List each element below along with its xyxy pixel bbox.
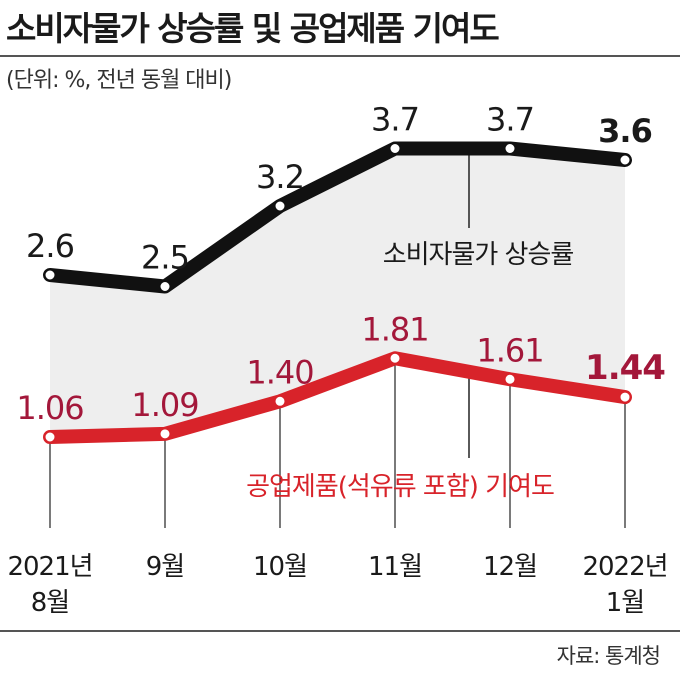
- industrial-series-name: 공업제품(석유류 포함) 기여도: [246, 472, 554, 502]
- cpi-data-label: 3.2: [256, 158, 304, 196]
- cpi-series-name: 소비자물가 상승률: [383, 240, 574, 270]
- bottom-divider: [0, 630, 680, 632]
- cpi-data-point: [504, 143, 516, 154]
- x-axis-label: 2022년 1월: [582, 552, 667, 618]
- industrial-data-label: 1.81: [361, 310, 428, 348]
- x-axis-label: 2021년 8월: [7, 552, 92, 618]
- industrial-data-point: [159, 428, 171, 440]
- chart-subtitle: (단위: %, 전년 동월 대비): [6, 68, 232, 93]
- industrial-data-point: [619, 391, 631, 403]
- industrial-data-point: [504, 373, 516, 385]
- industrial-data-label: 1.40: [246, 353, 313, 391]
- industrial-data-label: 1.06: [16, 389, 83, 427]
- cpi-data-label: 2.6: [26, 227, 74, 265]
- top-divider: [0, 55, 680, 57]
- cpi-series-line: [43, 141, 632, 294]
- cpi-data-point: [274, 200, 286, 212]
- industrial-data-label: 1.09: [131, 386, 198, 424]
- industrial-data-point: [274, 395, 286, 407]
- cpi-data-point: [389, 143, 401, 154]
- industrial-data-label: 1.44: [585, 348, 665, 388]
- x-axis-label: 12월: [483, 552, 537, 582]
- cpi-data-point: [619, 154, 631, 166]
- industrial-series-line: [43, 351, 632, 444]
- cpi-data-label: 2.5: [141, 239, 189, 277]
- x-axis-label: 10월: [253, 552, 307, 582]
- industrial-data-point: [389, 352, 401, 364]
- cpi-data-label: 3.6: [598, 112, 652, 150]
- cpi-data-label: 3.7: [486, 101, 534, 139]
- x-axis-label: 11월: [368, 552, 422, 582]
- cpi-data-label: 3.7: [371, 101, 419, 139]
- cpi-data-point: [159, 281, 171, 292]
- shaded-band: [50, 148, 625, 437]
- source-note: 자료: 통계청: [556, 644, 661, 668]
- x-axis-label: 9월: [146, 552, 184, 582]
- industrial-data-point: [44, 431, 56, 443]
- cpi-data-point: [44, 269, 56, 281]
- industrial-data-label: 1.61: [476, 331, 543, 369]
- chart-title: 소비자물가 상승률 및 공업제품 기여도: [6, 9, 500, 48]
